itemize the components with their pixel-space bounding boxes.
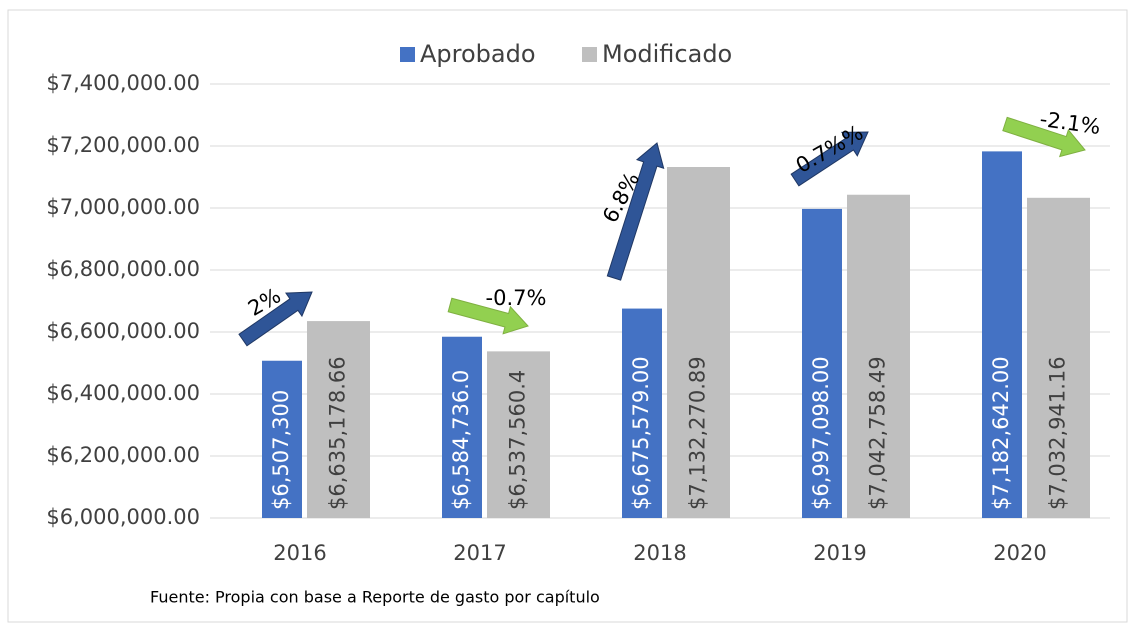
x-tick-label: 2017 [453, 541, 506, 565]
annotation-arrow [1002, 116, 1086, 158]
bar [442, 336, 482, 518]
legend-swatch [400, 47, 415, 62]
legend-label: Aprobado [420, 40, 536, 68]
bar [487, 351, 550, 518]
y-tick-label: $6,400,000.00 [46, 381, 200, 405]
x-tick-label: 2018 [633, 541, 686, 565]
bar [847, 194, 910, 518]
data-label: $6,507,300 [269, 390, 293, 510]
y-tick-label: $6,600,000.00 [46, 319, 200, 343]
source-note: Fuente: Propia con base a Reporte de gas… [150, 588, 600, 607]
x-tick-label: 2020 [993, 541, 1046, 565]
y-tick-label: $6,800,000.00 [46, 257, 200, 281]
data-label: $6,997,098.00 [809, 356, 833, 510]
x-tick-label: 2016 [273, 541, 326, 565]
bar [262, 360, 302, 518]
data-label: $6,675,579.00 [629, 356, 653, 510]
legend-label: Modificado [602, 40, 732, 68]
chart-frame [7, 9, 1128, 623]
y-tick-label: $6,200,000.00 [46, 443, 200, 467]
annotation-arrow [238, 291, 313, 347]
data-label: $7,132,270.89 [686, 356, 710, 510]
bar [802, 208, 842, 519]
annotation-arrow [606, 142, 665, 281]
x-tick-label: 2019 [813, 541, 866, 565]
data-label: $7,032,941.16 [1046, 356, 1070, 510]
bar [667, 166, 730, 518]
data-label: $6,584,736.0 [449, 370, 473, 510]
y-tick-label: $7,400,000.00 [46, 71, 200, 95]
annotation-arrow [447, 297, 529, 335]
annotation-arrow [790, 131, 869, 187]
data-label: $6,537,560.4 [506, 370, 530, 510]
y-tick-label: $7,000,000.00 [46, 195, 200, 219]
annotation-text: -0.7% [486, 286, 547, 310]
y-tick-label: $6,000,000.00 [46, 505, 200, 529]
bar [1027, 197, 1090, 518]
data-label: $6,635,178.66 [326, 356, 350, 510]
bar [982, 151, 1022, 518]
legend-swatch [582, 47, 597, 62]
data-label: $7,042,758.49 [866, 356, 890, 510]
bar [307, 321, 370, 518]
y-tick-label: $7,200,000.00 [46, 133, 200, 157]
data-label: $7,182,642.00 [989, 356, 1013, 510]
bar [622, 308, 662, 518]
